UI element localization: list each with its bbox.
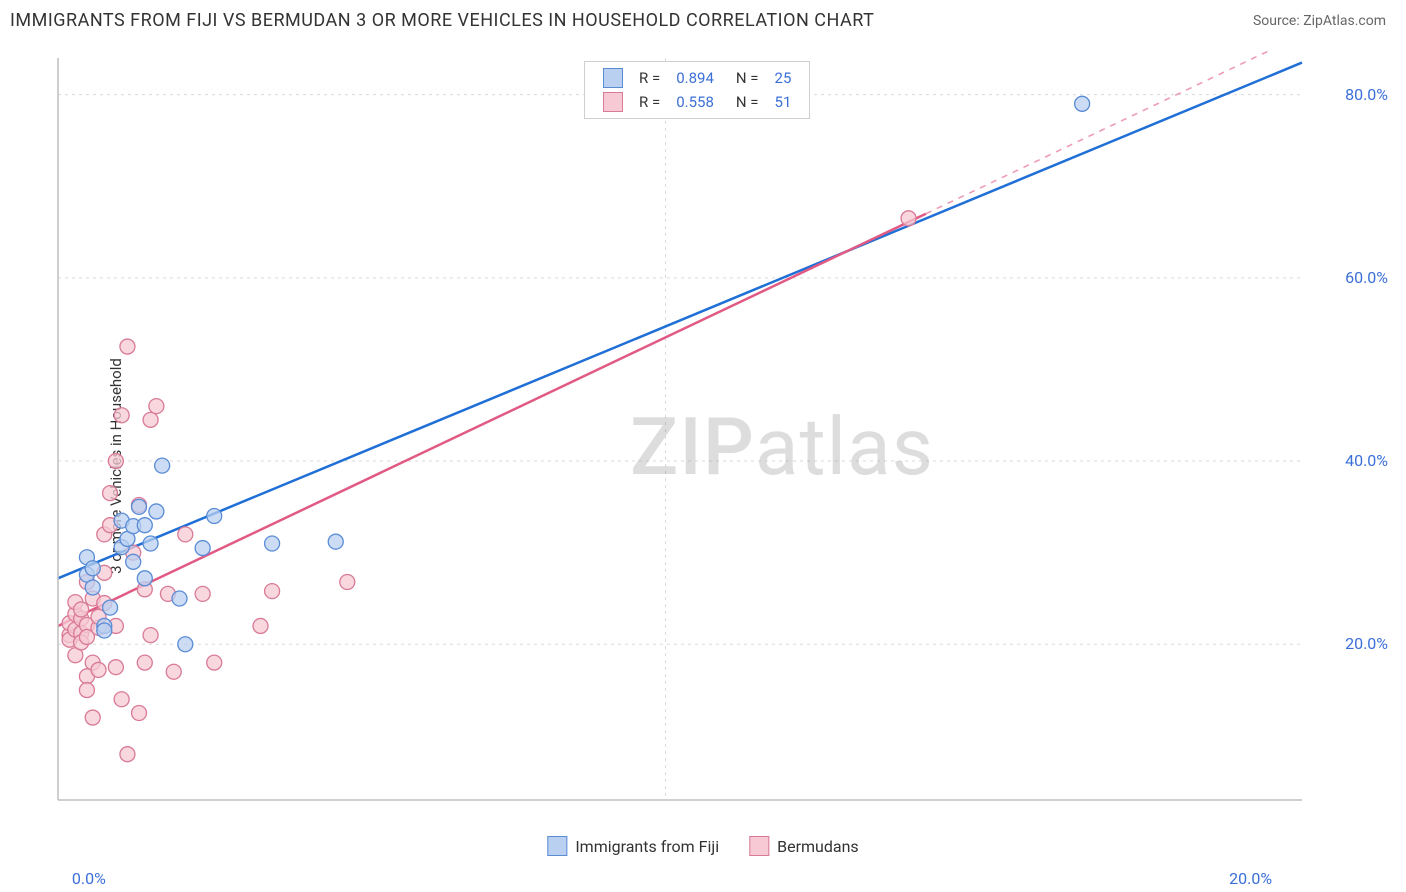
legend-label-bermudans: Bermudans [777, 837, 859, 856]
y-tick-label: 20.0% [1345, 634, 1388, 653]
header-bar: IMMIGRANTS FROM FIJI VS BERMUDAN 3 OR MO… [0, 0, 1406, 37]
legend-item-bermudans: Bermudans [749, 836, 859, 856]
source-label: Source: ZipAtlas.com [1253, 13, 1386, 29]
y-tick-label: 40.0% [1345, 451, 1388, 470]
grid-layer [58, 58, 1302, 800]
trend-lines-layer [58, 50, 1302, 626]
y-tick-label: 80.0% [1345, 85, 1388, 104]
series-legend: Immigrants from Fiji Bermudans [547, 836, 858, 856]
x-tick-label: 0.0% [72, 869, 106, 888]
x-tick-label: 20.0% [1229, 869, 1272, 888]
scatter-points-layer [62, 96, 1090, 761]
y-tick-label: 60.0% [1345, 268, 1388, 287]
scatter-plot [50, 50, 1310, 820]
chart-area: 3 or more Vehicles in Household ZIPatlas… [0, 40, 1406, 892]
chart-title: IMMIGRANTS FROM FIJI VS BERMUDAN 3 OR MO… [10, 10, 874, 31]
legend-label-fiji: Immigrants from Fiji [575, 837, 719, 856]
swatch-fiji [547, 836, 567, 856]
correlation-legend: R =0.894N =25R =0.558N =51 [584, 61, 810, 119]
swatch-bermudans [749, 836, 769, 856]
legend-item-fiji: Immigrants from Fiji [547, 836, 719, 856]
axis-layer [58, 58, 1302, 800]
